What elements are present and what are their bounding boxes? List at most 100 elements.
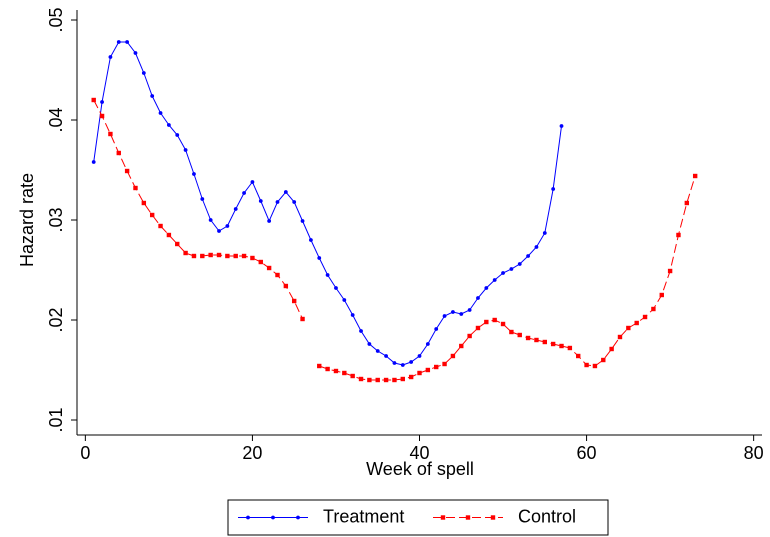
data-point xyxy=(476,296,480,300)
data-point xyxy=(359,329,363,333)
data-point xyxy=(542,231,547,235)
data-point xyxy=(216,252,222,258)
data-point xyxy=(408,374,414,380)
data-point xyxy=(292,200,297,204)
data-point xyxy=(133,51,138,55)
x-tick-label: 40 xyxy=(409,443,429,463)
data-point xyxy=(108,131,113,137)
data-point xyxy=(550,341,556,347)
data-point xyxy=(275,200,280,204)
data-point xyxy=(392,361,397,365)
data-point xyxy=(442,361,447,367)
data-point xyxy=(242,191,246,195)
y-tick-label: .04 xyxy=(46,107,66,132)
data-point xyxy=(492,317,497,323)
data-point xyxy=(392,377,397,383)
data-point xyxy=(141,200,147,206)
data-point xyxy=(442,314,447,318)
data-point xyxy=(517,262,522,266)
data-point xyxy=(158,111,163,115)
data-point xyxy=(342,370,347,376)
legend-marker xyxy=(246,515,250,520)
y-tick-label: .01 xyxy=(46,407,66,432)
data-point xyxy=(200,253,205,259)
data-point xyxy=(200,197,205,201)
data-point xyxy=(684,200,690,206)
data-point xyxy=(342,298,347,302)
data-point xyxy=(425,367,431,373)
data-point xyxy=(317,256,322,260)
data-point xyxy=(542,339,548,345)
data-point xyxy=(325,366,330,372)
data-point xyxy=(317,363,322,369)
data-point xyxy=(208,218,213,222)
data-point xyxy=(434,364,439,370)
data-point xyxy=(467,333,472,339)
data-point xyxy=(233,207,238,211)
data-point xyxy=(283,190,288,194)
data-point xyxy=(300,316,305,322)
data-point xyxy=(325,273,330,277)
data-point xyxy=(258,259,263,265)
data-point xyxy=(651,306,656,312)
data-point xyxy=(642,314,648,320)
data-point xyxy=(576,353,581,359)
data-point xyxy=(509,267,514,271)
legend-marker xyxy=(440,515,446,520)
data-point xyxy=(692,173,698,179)
legend-marker xyxy=(271,515,275,520)
data-point xyxy=(217,229,221,233)
data-point xyxy=(409,360,414,364)
data-point xyxy=(509,329,514,335)
data-point xyxy=(149,212,155,218)
data-point xyxy=(659,292,664,298)
data-point xyxy=(534,337,539,343)
data-point xyxy=(183,148,188,152)
data-point xyxy=(334,286,338,290)
data-point xyxy=(191,253,197,259)
legend-marker xyxy=(465,515,471,520)
data-point xyxy=(534,245,539,249)
data-point xyxy=(425,342,430,346)
data-point xyxy=(150,94,155,98)
data-point xyxy=(450,353,456,359)
data-point xyxy=(225,224,230,228)
y-tick-label: .03 xyxy=(46,207,66,232)
data-point xyxy=(125,40,130,44)
data-point xyxy=(108,55,113,59)
data-point xyxy=(91,160,96,164)
x-tick-label: 80 xyxy=(744,443,764,463)
data-point xyxy=(592,363,598,369)
data-point xyxy=(526,254,530,258)
data-point xyxy=(166,123,171,127)
data-point xyxy=(183,250,188,256)
data-point xyxy=(434,327,439,331)
x-axis-title: Week of spell xyxy=(366,459,474,479)
data-point xyxy=(501,271,505,275)
data-point xyxy=(467,308,472,312)
data-point xyxy=(383,377,389,383)
data-point xyxy=(309,238,313,242)
data-point xyxy=(484,319,489,325)
data-point xyxy=(601,357,606,363)
data-point xyxy=(634,320,639,326)
data-point xyxy=(241,253,247,259)
data-point xyxy=(484,286,489,290)
x-tick-label: 20 xyxy=(242,443,262,463)
data-point xyxy=(250,180,255,184)
data-point xyxy=(91,97,96,103)
data-point xyxy=(459,343,464,349)
data-point xyxy=(233,253,238,259)
y-tick-label: .05 xyxy=(46,7,66,32)
data-point xyxy=(283,283,289,289)
data-point xyxy=(567,345,573,351)
data-point xyxy=(400,363,405,367)
data-point xyxy=(350,313,355,317)
data-point xyxy=(124,168,130,174)
legend-label: Control xyxy=(518,506,576,526)
data-point xyxy=(358,376,364,382)
data-point xyxy=(667,268,673,274)
data-point xyxy=(517,332,522,338)
data-point xyxy=(400,376,405,382)
